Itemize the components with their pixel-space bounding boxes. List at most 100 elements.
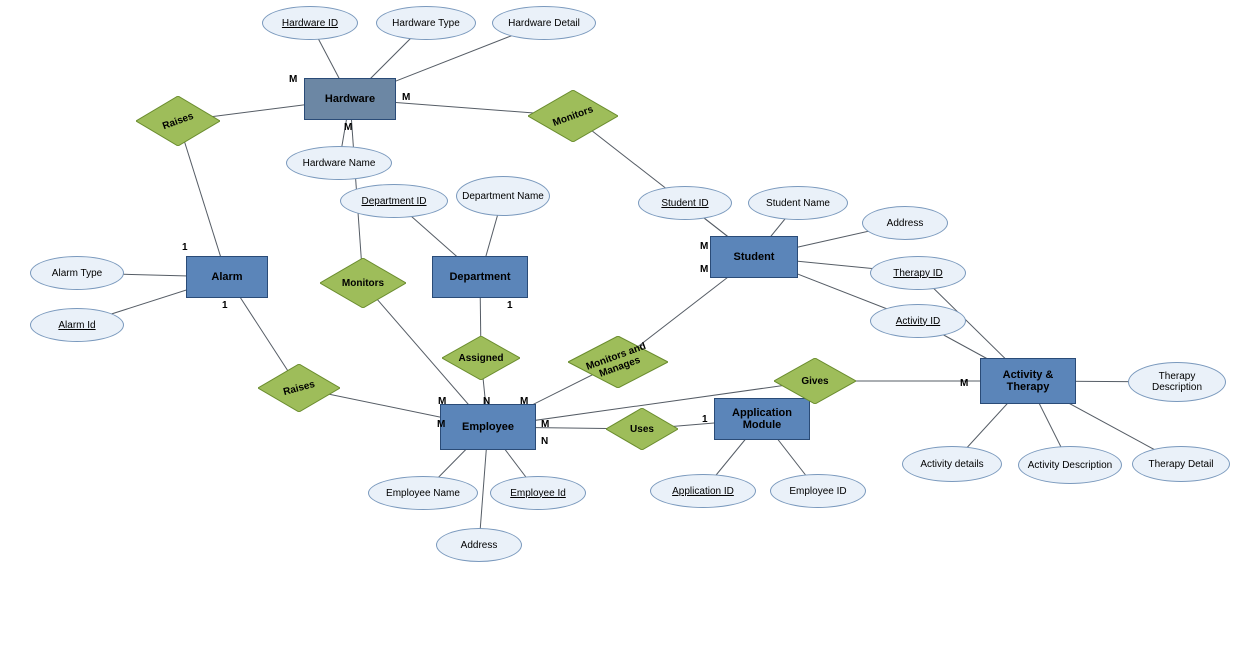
relationship-gives: Gives: [774, 358, 856, 404]
cardinality-text: M: [344, 122, 352, 133]
attribute-alarm_type: Alarm Type: [30, 256, 124, 290]
cardinality-text: M: [437, 419, 445, 430]
attribute-label: Hardware ID: [282, 18, 338, 29]
attribute-hw_id: Hardware ID: [262, 6, 358, 40]
entity-label: Alarm: [211, 271, 242, 283]
cardinality-label: N: [541, 436, 548, 447]
attribute-app_id: Application ID: [650, 474, 756, 508]
entity-label: Activity & Therapy: [985, 369, 1071, 393]
attribute-label: Employee Id: [510, 488, 566, 499]
attribute-label: Department Name: [462, 191, 544, 202]
attribute-label: Employee ID: [789, 486, 846, 497]
attribute-label: Activity ID: [896, 316, 940, 327]
cardinality-label: 1: [182, 242, 188, 253]
entity-student: Student: [710, 236, 798, 278]
cardinality-text: N: [483, 396, 490, 407]
relationship-label: Assigned: [458, 353, 503, 364]
cardinality-label: M: [700, 264, 708, 275]
attribute-therapy_desc: Therapy Description: [1128, 362, 1226, 402]
cardinality-text: 1: [182, 242, 188, 253]
entity-alarm: Alarm: [186, 256, 268, 298]
attribute-dept_name: Department Name: [456, 176, 550, 216]
attribute-alarm_id: Alarm Id: [30, 308, 124, 342]
cardinality-label: N: [483, 396, 490, 407]
relationship-raises_hw: Raises: [136, 96, 220, 146]
attribute-stu_address: Address: [862, 206, 948, 240]
relationship-monitors_emp: Monitors: [320, 258, 406, 308]
relationship-mon_manages: Monitors and Manages: [568, 336, 668, 388]
attribute-label: Student ID: [661, 198, 708, 209]
attribute-label: Activity Description: [1028, 460, 1112, 471]
entity-label: Student: [734, 251, 775, 263]
cardinality-label: M: [541, 419, 549, 430]
attribute-label: Application ID: [672, 486, 734, 497]
attribute-label: Employee Name: [386, 488, 460, 499]
relationship-monitors_hw: Monitors: [528, 90, 618, 142]
attribute-label: Activity details: [920, 459, 983, 470]
attribute-emp_address: Address: [436, 528, 522, 562]
cardinality-text: 1: [702, 414, 708, 425]
cardinality-label: M: [289, 74, 297, 85]
attribute-app_emp_id: Employee ID: [770, 474, 866, 508]
entity-label: Hardware: [325, 93, 375, 105]
entity-hardware: Hardware: [304, 78, 396, 120]
cardinality-text: N: [541, 436, 548, 447]
cardinality-text: M: [960, 378, 968, 389]
cardinality-text: M: [541, 419, 549, 430]
attribute-hw_name: Hardware Name: [286, 146, 392, 180]
attribute-activity_id: Activity ID: [870, 304, 966, 338]
entity-employee: Employee: [440, 404, 536, 450]
attribute-label: Alarm Id: [58, 320, 95, 331]
relationship-label: Uses: [630, 424, 654, 435]
attribute-label: Hardware Detail: [508, 18, 580, 29]
attribute-dept_id: Department ID: [340, 184, 448, 218]
attribute-label: Department ID: [361, 196, 426, 207]
entity-label: Employee: [462, 421, 514, 433]
cardinality-text: M: [520, 396, 528, 407]
attribute-label: Student Name: [766, 198, 830, 209]
attribute-label: Hardware Name: [303, 158, 376, 169]
attribute-label: Address: [461, 540, 498, 551]
attribute-hw_detail: Hardware Detail: [492, 6, 596, 40]
cardinality-label: M: [402, 92, 410, 103]
entity-label: Application Module: [719, 407, 805, 431]
entity-label: Department: [449, 271, 510, 283]
attribute-label: Hardware Type: [392, 18, 460, 29]
cardinality-text: M: [402, 92, 410, 103]
cardinality-text: M: [700, 241, 708, 252]
cardinality-text: M: [289, 74, 297, 85]
entity-act_therapy: Activity & Therapy: [980, 358, 1076, 404]
cardinality-label: 1: [507, 300, 513, 311]
cardinality-label: M: [960, 378, 968, 389]
attribute-activity_det: Activity details: [902, 446, 1002, 482]
attribute-activity_desc: Activity Description: [1018, 446, 1122, 484]
attribute-label: Therapy Detail: [1148, 459, 1213, 470]
attribute-label: Alarm Type: [52, 268, 102, 279]
attribute-label: Therapy Description: [1133, 371, 1221, 393]
cardinality-label: 1: [702, 414, 708, 425]
relationship-assigned: Assigned: [442, 336, 520, 380]
relationship-label: Gives: [801, 376, 828, 387]
entity-app_module: Application Module: [714, 398, 810, 440]
attribute-student_id: Student ID: [638, 186, 732, 220]
cardinality-label: M: [700, 241, 708, 252]
relationship-raises_emp: Raises: [258, 364, 340, 412]
cardinality-text: M: [438, 396, 446, 407]
attribute-emp_name: Employee Name: [368, 476, 478, 510]
cardinality-label: 1: [222, 300, 228, 311]
attribute-emp_id: Employee Id: [490, 476, 586, 510]
attribute-label: Therapy ID: [893, 268, 942, 279]
attribute-label: Address: [887, 218, 924, 229]
relationship-label: Monitors: [342, 278, 384, 289]
cardinality-label: M: [520, 396, 528, 407]
cardinality-text: 1: [222, 300, 228, 311]
attribute-hw_type: Hardware Type: [376, 6, 476, 40]
attribute-student_name: Student Name: [748, 186, 848, 220]
cardinality-text: M: [700, 264, 708, 275]
cardinality-label: M: [438, 396, 446, 407]
cardinality-label: M: [437, 419, 445, 430]
cardinality-text: 1: [507, 300, 513, 311]
attribute-therapy_id: Therapy ID: [870, 256, 966, 290]
cardinality-label: M: [344, 122, 352, 133]
relationship-uses: Uses: [606, 408, 678, 450]
